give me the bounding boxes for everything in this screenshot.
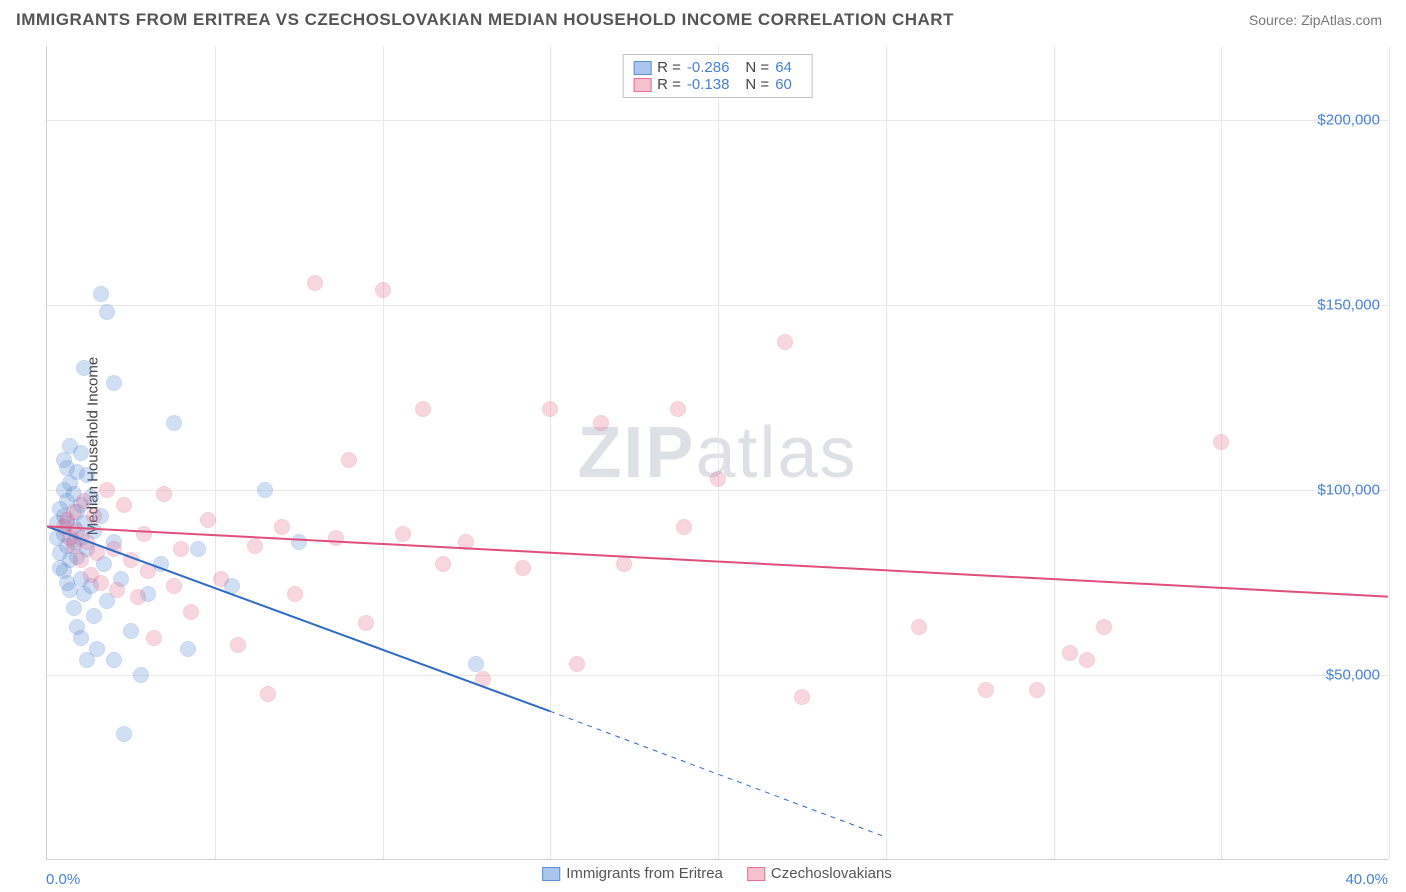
gridline-vertical xyxy=(886,46,887,859)
data-point xyxy=(123,552,139,568)
data-point xyxy=(468,656,484,672)
gridline-vertical xyxy=(1054,46,1055,859)
data-point xyxy=(116,497,132,513)
data-point xyxy=(183,604,199,620)
data-point xyxy=(76,360,92,376)
data-point xyxy=(1213,434,1229,450)
data-point xyxy=(341,452,357,468)
gridline-vertical xyxy=(1389,46,1390,859)
data-point xyxy=(1096,619,1112,635)
correlation-legend: R = -0.286 N = 64 R = -0.138 N = 60 xyxy=(622,54,813,98)
data-point xyxy=(1079,652,1095,668)
data-point xyxy=(257,482,273,498)
data-point xyxy=(307,275,323,291)
data-point xyxy=(375,282,391,298)
data-point xyxy=(180,641,196,657)
data-point xyxy=(230,637,246,653)
data-point xyxy=(89,545,105,561)
data-point xyxy=(109,582,125,598)
data-point xyxy=(274,519,290,535)
data-point xyxy=(213,571,229,587)
data-point xyxy=(123,623,139,639)
data-point xyxy=(166,578,182,594)
y-tick-label: $150,000 xyxy=(1317,297,1380,314)
y-tick-label: $200,000 xyxy=(1317,112,1380,129)
data-point xyxy=(710,471,726,487)
data-point xyxy=(569,656,585,672)
data-point xyxy=(190,541,206,557)
data-point xyxy=(116,726,132,742)
data-point xyxy=(475,671,491,687)
y-tick-label: $100,000 xyxy=(1317,482,1380,499)
data-point xyxy=(328,530,344,546)
data-point xyxy=(777,334,793,350)
data-point xyxy=(146,630,162,646)
data-point xyxy=(166,415,182,431)
gridline-vertical xyxy=(1221,46,1222,859)
data-point xyxy=(616,556,632,572)
legend-row: R = -0.286 N = 64 xyxy=(633,59,802,76)
data-point xyxy=(542,401,558,417)
data-point xyxy=(395,526,411,542)
data-point xyxy=(676,519,692,535)
data-point xyxy=(911,619,927,635)
data-point xyxy=(86,608,102,624)
data-point xyxy=(79,467,95,483)
scatter-chart: ZIPatlas R = -0.286 N = 64 R = -0.138 N … xyxy=(46,46,1388,860)
data-point xyxy=(291,534,307,550)
gridline-vertical xyxy=(383,46,384,859)
data-point xyxy=(89,641,105,657)
data-point xyxy=(247,538,263,554)
data-point xyxy=(358,615,374,631)
data-point xyxy=(458,534,474,550)
data-point xyxy=(66,600,82,616)
legend-swatch xyxy=(633,78,651,92)
data-point xyxy=(287,586,303,602)
series-legend: Immigrants from Eritrea Czechoslovakians xyxy=(542,865,892,882)
data-point xyxy=(670,401,686,417)
data-point xyxy=(76,493,92,509)
data-point xyxy=(86,508,102,524)
data-point xyxy=(260,686,276,702)
x-axis-min-label: 0.0% xyxy=(46,871,80,888)
legend-swatch xyxy=(542,867,560,881)
data-point xyxy=(106,375,122,391)
data-point xyxy=(99,482,115,498)
data-point xyxy=(1029,682,1045,698)
legend-item: Immigrants from Eritrea xyxy=(542,865,723,882)
legend-row: R = -0.138 N = 60 xyxy=(633,76,802,93)
source-attribution: Source: ZipAtlas.com xyxy=(1249,12,1382,28)
y-tick-label: $50,000 xyxy=(1326,667,1380,684)
data-point xyxy=(130,589,146,605)
data-point xyxy=(73,630,89,646)
data-point xyxy=(93,575,109,591)
gridline-vertical xyxy=(550,46,551,859)
data-point xyxy=(978,682,994,698)
data-point xyxy=(515,560,531,576)
gridline-vertical xyxy=(215,46,216,859)
data-point xyxy=(73,445,89,461)
data-point xyxy=(106,652,122,668)
data-point xyxy=(156,486,172,502)
legend-swatch xyxy=(747,867,765,881)
data-point xyxy=(200,512,216,528)
data-point xyxy=(106,541,122,557)
data-point xyxy=(73,552,89,568)
data-point xyxy=(173,541,189,557)
data-point xyxy=(415,401,431,417)
data-point xyxy=(133,667,149,683)
data-point xyxy=(136,526,152,542)
data-point xyxy=(93,286,109,302)
data-point xyxy=(435,556,451,572)
legend-item: Czechoslovakians xyxy=(747,865,892,882)
data-point xyxy=(1062,645,1078,661)
data-point xyxy=(99,304,115,320)
data-point xyxy=(593,415,609,431)
data-point xyxy=(794,689,810,705)
chart-title: IMMIGRANTS FROM ERITREA VS CZECHOSLOVAKI… xyxy=(16,10,954,30)
gridline-vertical xyxy=(718,46,719,859)
x-axis-max-label: 40.0% xyxy=(1345,871,1388,888)
data-point xyxy=(140,563,156,579)
legend-swatch xyxy=(633,61,651,75)
